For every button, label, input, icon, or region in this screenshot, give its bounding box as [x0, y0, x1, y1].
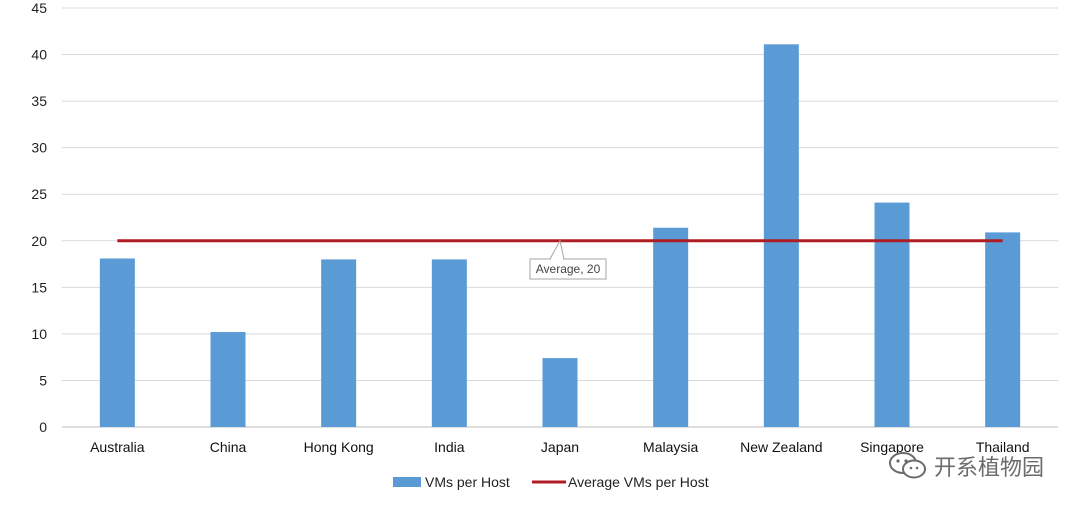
y-tick-label: 30	[31, 140, 47, 156]
legend-swatch-bars	[393, 477, 421, 487]
x-tick-label: Thailand	[976, 439, 1030, 455]
y-tick-label: 45	[31, 0, 47, 16]
bar	[985, 232, 1021, 427]
callout-pointer	[549, 239, 565, 260]
callout-box	[529, 258, 607, 280]
bar	[99, 258, 135, 427]
y-tick-label: 15	[31, 279, 47, 295]
wechat-icon	[888, 452, 926, 479]
bar	[763, 44, 799, 428]
y-tick-label: 10	[31, 326, 47, 342]
x-tick-label: Singapore	[860, 439, 924, 455]
y-tick-label: 35	[31, 93, 47, 109]
x-tick-label: Malaysia	[643, 439, 698, 455]
x-tick-label: Australia	[90, 439, 145, 455]
x-tick-label: Japan	[541, 439, 579, 455]
bar	[874, 202, 910, 427]
annotation-label: Average, 20	[536, 262, 601, 276]
legend-label: VMs per Host	[425, 474, 510, 490]
watermark-text: 开系植物园	[933, 456, 1044, 481]
y-tick-label: 0	[39, 419, 47, 435]
watermark: 开系植物园	[888, 450, 1044, 482]
bar	[210, 332, 246, 427]
x-tick-label: India	[434, 439, 465, 455]
x-tick-label: Hong Kong	[304, 439, 374, 455]
bar	[653, 227, 689, 427]
y-tick-label: 5	[39, 372, 47, 388]
x-tick-label: China	[210, 439, 247, 455]
bar	[321, 259, 357, 427]
bar	[431, 259, 467, 427]
x-tick-label: New Zealand	[740, 439, 823, 455]
y-tick-label: 25	[31, 186, 47, 202]
legend-label: Average VMs per Host	[568, 474, 709, 490]
y-tick-label: 40	[31, 47, 47, 63]
y-tick-label: 20	[31, 233, 47, 249]
bar	[542, 358, 578, 427]
